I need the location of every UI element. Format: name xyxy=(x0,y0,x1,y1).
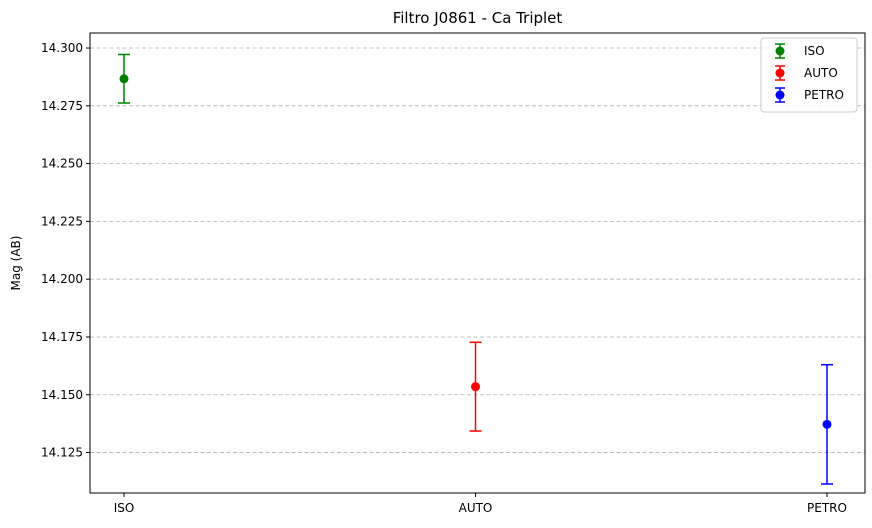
legend-marker xyxy=(775,46,785,56)
chart-title: Filtro J0861 - Ca Triplet xyxy=(393,9,563,27)
series-auto xyxy=(469,341,482,432)
y-axis-label: Mag (AB) xyxy=(9,236,23,291)
y-tick-label: 14.275 xyxy=(41,99,83,113)
y-tick-label: 14.150 xyxy=(41,388,83,402)
y-tick-label: 14.300 xyxy=(41,41,83,55)
legend-marker xyxy=(775,68,785,78)
legend-entry: ISO xyxy=(775,43,825,59)
legend: ISO AUTO PETRO xyxy=(760,37,858,113)
legend-marker xyxy=(775,90,785,100)
series-layer xyxy=(118,53,833,485)
x-ticks: ISO AUTO PETRO xyxy=(114,493,847,515)
data-point xyxy=(119,74,129,84)
y-tick-label: 14.200 xyxy=(41,272,83,286)
x-tick-label: ISO xyxy=(114,501,135,515)
series-iso xyxy=(118,53,130,104)
y-tick-label: 14.125 xyxy=(41,446,83,460)
data-point xyxy=(822,419,832,429)
legend-label: AUTO xyxy=(804,66,838,80)
legend-entry: PETRO xyxy=(775,87,844,103)
legend-label: PETRO xyxy=(804,88,844,102)
data-point xyxy=(471,382,480,392)
x-tick-label: PETRO xyxy=(807,501,847,515)
series-petro xyxy=(821,363,833,485)
x-tick-label: AUTO xyxy=(459,501,493,515)
y-ticks: 14.125 14.150 14.175 14.200 14.225 14.250 14.2… xyxy=(41,41,90,460)
plot-frame xyxy=(89,32,866,494)
grid-layer xyxy=(90,47,865,453)
y-tick-label: 14.225 xyxy=(41,214,83,228)
legend-box xyxy=(760,37,858,113)
y-tick-label: 14.250 xyxy=(41,157,83,171)
y-tick-label: 14.175 xyxy=(41,330,83,344)
legend-entry: AUTO xyxy=(775,65,838,81)
legend-label: ISO xyxy=(804,44,825,58)
